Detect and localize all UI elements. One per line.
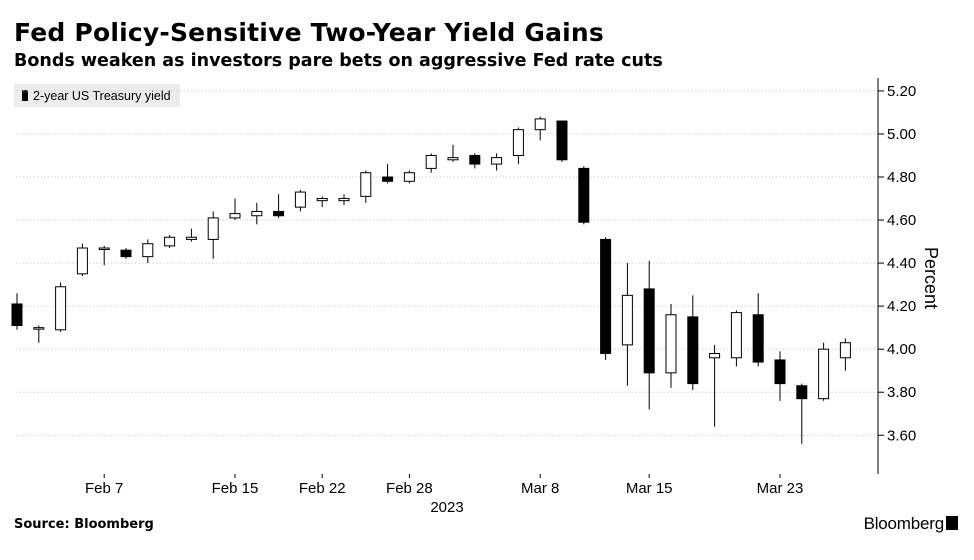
candle-body-up — [512, 129, 524, 156]
source-note: Source: Bloomberg — [14, 517, 154, 532]
candle-body-down — [578, 167, 590, 223]
candle-body-up — [207, 217, 219, 240]
candle-body-down — [469, 154, 481, 165]
x-tick-label: Mar 8 — [521, 480, 559, 497]
x-tick-label: Feb 28 — [386, 480, 433, 497]
candle-body-up — [98, 247, 110, 251]
candle-body-down — [796, 385, 808, 400]
candle-body-up — [839, 342, 851, 359]
y-tick-label: 4.00 — [887, 341, 916, 358]
candle-body-up — [665, 314, 677, 374]
chart-subtitle: Bonds weaken as investors pare bets on a… — [14, 51, 663, 71]
candle-body-down — [382, 176, 394, 182]
candle-body-up — [730, 312, 742, 359]
candle-body-up — [185, 236, 197, 240]
y-axis-title: Percent — [921, 247, 941, 309]
y-tick-label: 5.20 — [887, 83, 916, 100]
y-tick-label: 5.00 — [887, 126, 916, 143]
y-tick-label: 3.80 — [887, 384, 916, 401]
x-tick-label: Feb 15 — [212, 480, 259, 497]
y-tick-label: 4.40 — [887, 255, 916, 272]
candle-body-down — [643, 288, 655, 374]
candle-body-up — [316, 198, 328, 202]
legend-label: 2-year US Treasury yield — [33, 88, 171, 103]
candle-body-up — [425, 154, 437, 169]
brand-logo-text: Bloomberg — [863, 514, 945, 533]
x-tick-label: Mar 15 — [626, 480, 673, 497]
candle-body-up — [142, 243, 154, 258]
candle-body-down — [687, 316, 699, 385]
candle-body-up — [55, 286, 67, 331]
candle-body-down — [556, 120, 568, 161]
chart-legend: 2-year US Treasury yield — [14, 84, 180, 107]
x-tick-label: Feb 22 — [299, 480, 346, 497]
candle-body-up — [491, 157, 503, 165]
y-tick-label: 3.60 — [887, 427, 916, 444]
x-tick-label: Mar 23 — [757, 480, 804, 497]
legend-swatch — [22, 90, 28, 101]
candle-body-up — [447, 157, 459, 161]
y-tick-label: 4.80 — [887, 169, 916, 186]
candle-body-down — [752, 314, 764, 363]
candle-body-up — [251, 210, 263, 217]
candle-body-down — [120, 249, 132, 258]
candle-body-down — [600, 238, 612, 354]
y-tick-label: 4.60 — [887, 212, 916, 229]
candle-body-up — [818, 348, 830, 400]
candle-body-up — [76, 247, 88, 275]
x-tick-label: Feb 7 — [85, 480, 123, 497]
candle-body-up — [164, 236, 176, 247]
chart-title: Fed Policy-Sensitive Two-Year Yield Gain… — [14, 18, 605, 47]
candle-body-up — [229, 213, 241, 219]
candle-body-down — [774, 359, 786, 385]
candle-body-up — [403, 172, 415, 182]
bloomberg-logo-icon — [946, 516, 958, 530]
candle-body-up — [33, 327, 45, 330]
candle-body-up — [621, 294, 633, 346]
candle-body-up — [338, 198, 350, 202]
candle-body-up — [534, 118, 546, 131]
candle-body-down — [273, 210, 285, 217]
candle-body-up — [360, 172, 372, 197]
candle-body-up — [294, 191, 306, 208]
y-tick-label: 4.20 — [887, 298, 916, 315]
x-year-label: 2023 — [430, 499, 463, 516]
candle-body-down — [11, 303, 23, 327]
candle-body-up — [709, 352, 721, 359]
